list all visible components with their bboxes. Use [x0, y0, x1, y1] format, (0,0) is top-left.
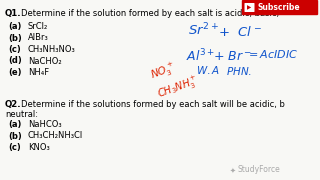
Text: Determine if the solutions formed by each salt will be acidic, b: Determine if the solutions formed by eac… — [21, 100, 285, 109]
Text: KNO₃: KNO₃ — [28, 143, 50, 152]
Text: ▶: ▶ — [247, 5, 251, 10]
Text: $Al^{3+}$: $Al^{3+}$ — [186, 48, 215, 65]
Text: Subscribe: Subscribe — [257, 3, 300, 12]
Text: $+\ \ Cl^-$: $+\ \ Cl^-$ — [218, 25, 262, 39]
Text: StudyForce: StudyForce — [238, 165, 281, 174]
Text: $= AcIDIC$: $= AcIDIC$ — [246, 48, 298, 60]
Text: Q2.: Q2. — [5, 100, 22, 109]
Text: $Sr^{2+}$: $Sr^{2+}$ — [188, 22, 219, 39]
Text: ✦: ✦ — [230, 168, 236, 174]
Text: NH₄F: NH₄F — [28, 68, 49, 77]
Text: $+\ Br^-$: $+\ Br^-$ — [213, 50, 252, 63]
FancyBboxPatch shape — [242, 0, 318, 15]
Text: NaCHO₂: NaCHO₂ — [28, 57, 62, 66]
Text: (b): (b) — [8, 132, 22, 141]
FancyBboxPatch shape — [244, 3, 254, 12]
Text: Q1.: Q1. — [5, 9, 22, 18]
Text: $W.A$: $W.A$ — [196, 64, 220, 76]
Text: (a): (a) — [8, 22, 21, 31]
Text: (c): (c) — [8, 143, 21, 152]
Text: $NO_3^+$: $NO_3^+$ — [148, 60, 177, 84]
Text: Determine if the solution formed by each salt is acidic, basic,: Determine if the solution formed by each… — [21, 9, 279, 18]
Text: (b): (b) — [8, 33, 22, 42]
Text: $PHN.$: $PHN.$ — [226, 65, 252, 77]
Text: (c): (c) — [8, 45, 21, 54]
Text: (d): (d) — [8, 57, 22, 66]
Text: (e): (e) — [8, 68, 21, 77]
Text: neutral:: neutral: — [5, 110, 38, 119]
Text: CH₃NH₃NO₃: CH₃NH₃NO₃ — [28, 45, 76, 54]
Text: $CH_3NH_3^+$: $CH_3NH_3^+$ — [155, 73, 200, 103]
Text: CH₃CH₂NH₃Cl: CH₃CH₂NH₃Cl — [28, 132, 83, 141]
Text: NaHCO₃: NaHCO₃ — [28, 120, 62, 129]
Text: SrCl₂: SrCl₂ — [28, 22, 48, 31]
Text: (a): (a) — [8, 120, 21, 129]
Text: AlBr₃: AlBr₃ — [28, 33, 49, 42]
